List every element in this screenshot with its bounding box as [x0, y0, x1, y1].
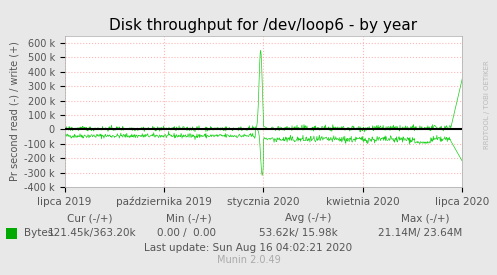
Text: 21.14M/ 23.64M: 21.14M/ 23.64M: [378, 228, 462, 238]
Text: Min (-/+): Min (-/+): [166, 213, 212, 223]
Text: Last update: Sun Aug 16 04:02:21 2020: Last update: Sun Aug 16 04:02:21 2020: [145, 243, 352, 253]
Text: Cur (-/+): Cur (-/+): [67, 213, 112, 223]
Text: 53.62k/ 15.98k: 53.62k/ 15.98k: [259, 228, 337, 238]
Text: RRDTOOL / TOBI OETIKER: RRDTOOL / TOBI OETIKER: [484, 60, 490, 149]
Y-axis label: Pr second read (-) / write (+): Pr second read (-) / write (+): [10, 42, 20, 181]
Text: Bytes: Bytes: [24, 228, 53, 238]
Text: Avg (-/+): Avg (-/+): [285, 213, 331, 223]
Text: 121.45k/363.20k: 121.45k/363.20k: [48, 228, 136, 238]
Text: Max (-/+): Max (-/+): [401, 213, 449, 223]
Title: Disk throughput for /dev/loop6 - by year: Disk throughput for /dev/loop6 - by year: [109, 18, 417, 33]
Text: 0.00 /  0.00: 0.00 / 0.00: [157, 228, 216, 238]
Text: Munin 2.0.49: Munin 2.0.49: [217, 255, 280, 265]
